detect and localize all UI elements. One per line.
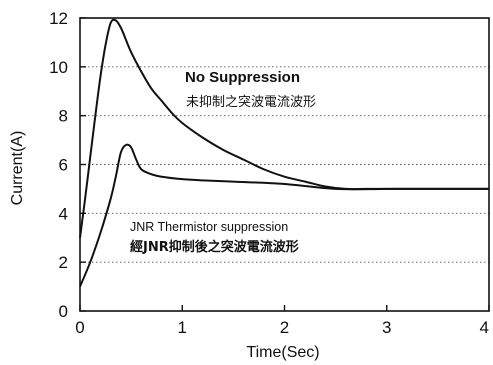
series-line-no-suppression	[79, 18, 489, 238]
annotation-jnr-suppression: JNR Thermistor suppression	[130, 220, 288, 234]
grid-lines	[80, 66, 489, 263]
y-tick-label-10: 10	[49, 58, 68, 77]
x-tick-label-0: 0	[75, 318, 84, 337]
annotation-jnr-suppression-cn: 經JNR抑制後之突波電流波形	[130, 239, 299, 255]
y-tick-label-4: 4	[59, 204, 68, 223]
x-tick-label-4: 4	[480, 318, 489, 337]
y-axis-title: Current(A)	[9, 131, 26, 206]
x-tick-label-3: 3	[382, 318, 391, 337]
y-tick-label-2: 2	[59, 253, 68, 272]
series-line-jnr-suppression	[79, 143, 489, 287]
y-tick-label-8: 8	[59, 107, 68, 126]
annotation-no-suppression: No Suppression	[185, 69, 300, 86]
y-tick-label-6: 6	[59, 156, 68, 175]
x-tick-label-2: 2	[280, 318, 289, 337]
series-layer	[79, 18, 489, 287]
y-tick-label-12: 12	[49, 9, 68, 28]
x-tick-label-1: 1	[178, 318, 187, 337]
y-tick-label-0: 0	[59, 302, 68, 321]
annotation-no-suppression-cn: 未抑制之突波電流波形	[186, 94, 316, 110]
x-axis-title: Time(Sec)	[246, 344, 319, 361]
